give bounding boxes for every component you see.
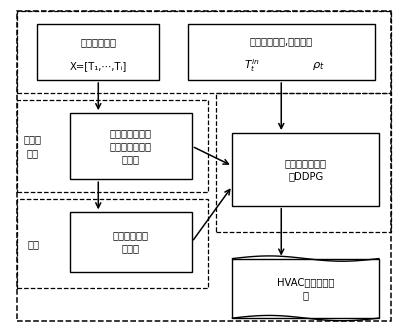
Text: 长短期记忆神
经网络: 长短期记忆神 经网络 <box>113 230 149 254</box>
Bar <box>37 24 159 80</box>
Bar <box>233 259 379 318</box>
Bar <box>70 212 192 272</box>
Text: 预测: 预测 <box>27 239 39 249</box>
Text: $\rho_t$: $\rho_t$ <box>313 60 325 72</box>
Bar <box>17 11 391 93</box>
Text: 室内温度信息,电网电价: 室内温度信息,电网电价 <box>250 36 313 46</box>
Bar <box>17 199 208 288</box>
Text: X=[T₁,⋯,Tᵢ]: X=[T₁,⋯,Tᵢ] <box>70 61 127 71</box>
Text: HVAC系统功率输
出: HVAC系统功率输 出 <box>277 277 334 300</box>
Text: $T_t^{in}$: $T_t^{in}$ <box>244 57 259 74</box>
Text: 数据预
处理: 数据预 处理 <box>23 134 41 158</box>
Text: 室外温度信息: 室外温度信息 <box>80 38 116 47</box>
Bar <box>216 93 391 232</box>
Text: 深度强化学习算
法DDPG: 深度强化学习算 法DDPG <box>285 158 327 181</box>
Bar <box>70 113 192 179</box>
Bar <box>233 133 379 206</box>
Bar <box>17 100 208 193</box>
Bar <box>188 24 375 80</box>
Text: 时间序列的数据
转换为监督序列
的数据: 时间序列的数据 转换为监督序列 的数据 <box>110 128 152 164</box>
